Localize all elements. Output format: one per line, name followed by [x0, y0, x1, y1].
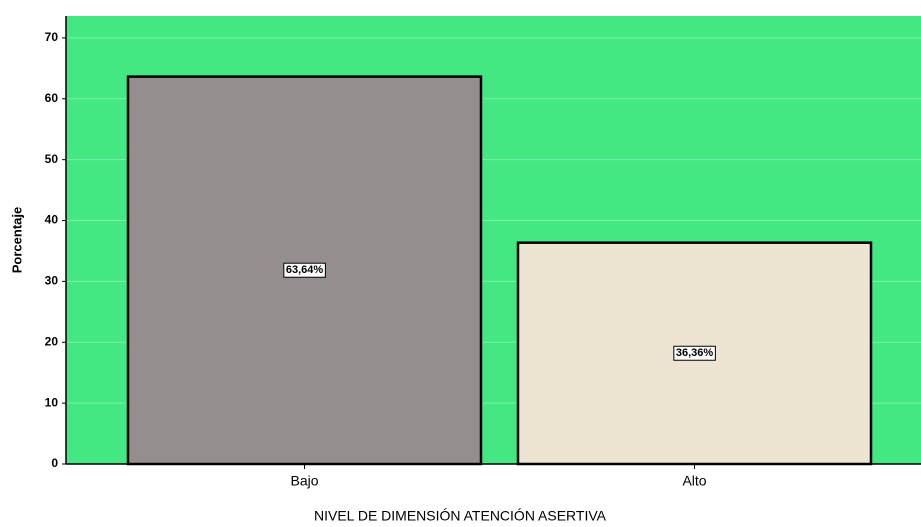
- y-tick-label: 40: [45, 213, 59, 227]
- x-tick-label: Alto: [682, 473, 706, 489]
- y-tick-label: 60: [45, 91, 59, 105]
- value-label: 36,36%: [676, 347, 714, 359]
- y-tick-label: 10: [45, 395, 59, 409]
- y-tick-label: 20: [45, 334, 59, 348]
- y-axis-title: Porcentaje: [9, 207, 24, 273]
- x-tick-label: Bajo: [290, 473, 318, 489]
- x-axis-title: NIVEL DE DIMENSIÓN ATENCIÓN ASERTIVA: [314, 508, 607, 524]
- value-label-box: [283, 262, 326, 278]
- y-tick-label: 0: [51, 456, 58, 470]
- value-label-box: [673, 345, 716, 361]
- y-tick-label: 70: [45, 30, 59, 44]
- value-label: 63,64%: [286, 264, 324, 276]
- y-tick-label: 30: [45, 274, 59, 288]
- y-tick-label: 50: [45, 152, 59, 166]
